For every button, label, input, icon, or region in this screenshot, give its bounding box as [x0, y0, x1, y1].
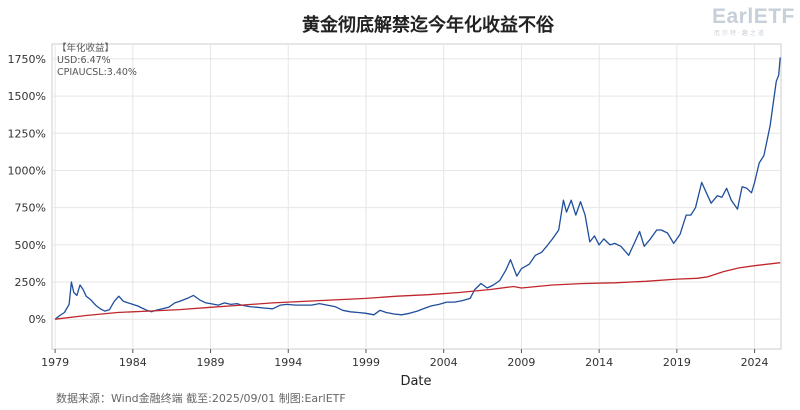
grid-layer	[52, 44, 781, 349]
y-tick-label: 1500%	[8, 90, 46, 103]
x-tick-label: 1989	[197, 356, 225, 369]
x-tick-label: 1994	[274, 356, 302, 369]
chart-title: 黄金彻底解禁迄今年化收益不俗	[302, 14, 555, 36]
series-line-cpiaucsl	[55, 262, 781, 320]
x-tick-label: 2024	[741, 356, 769, 369]
y-tick-label: 1250%	[8, 127, 46, 140]
x-axis-ticks: 1979 1984 1989 1994 1999 2004 2009 2014 2019 2024	[41, 349, 769, 369]
legend-title: 【年化收益】	[57, 42, 114, 54]
x-tick-label: 2014	[585, 356, 613, 369]
series-line-usd	[54, 57, 781, 320]
series-layer	[54, 57, 781, 320]
data-source-footer: 数据来源：Wind金融终端 截至:2025/09/01 制图:EarlETF	[56, 391, 346, 405]
legend-entry-usd: USD:6.47%	[57, 55, 111, 66]
y-tick-label: 0%	[29, 313, 46, 326]
x-tick-label: 2009	[507, 356, 535, 369]
y-axis-ticks: 0% 250% 500% 750% 1000% 1250% 1500% 1750%	[8, 53, 46, 326]
x-tick-label: 1979	[41, 356, 69, 369]
x-tick-label: 1999	[352, 356, 380, 369]
y-tick-label: 500%	[15, 239, 46, 252]
logo-sub-text: 厄尔特·趣之道	[714, 30, 766, 37]
y-tick-label: 1000%	[8, 164, 46, 177]
logo-main-text: EarlETF	[712, 5, 795, 28]
legend-entry-cpi: CPIAUCSL:3.40%	[57, 67, 137, 78]
y-tick-label: 750%	[15, 202, 46, 215]
y-tick-label: 1750%	[8, 53, 46, 66]
plot-frame	[51, 43, 782, 350]
x-axis-label: Date	[400, 374, 431, 389]
y-tick-label: 250%	[15, 276, 46, 289]
x-tick-label: 2004	[430, 356, 458, 369]
legend: 【年化收益】 USD:6.47% CPIAUCSL:3.40%	[57, 42, 137, 78]
x-tick-label: 1984	[119, 356, 147, 369]
x-tick-label: 2019	[663, 356, 691, 369]
earletf-logo: EarlETF 厄尔特·趣之道	[712, 5, 796, 38]
